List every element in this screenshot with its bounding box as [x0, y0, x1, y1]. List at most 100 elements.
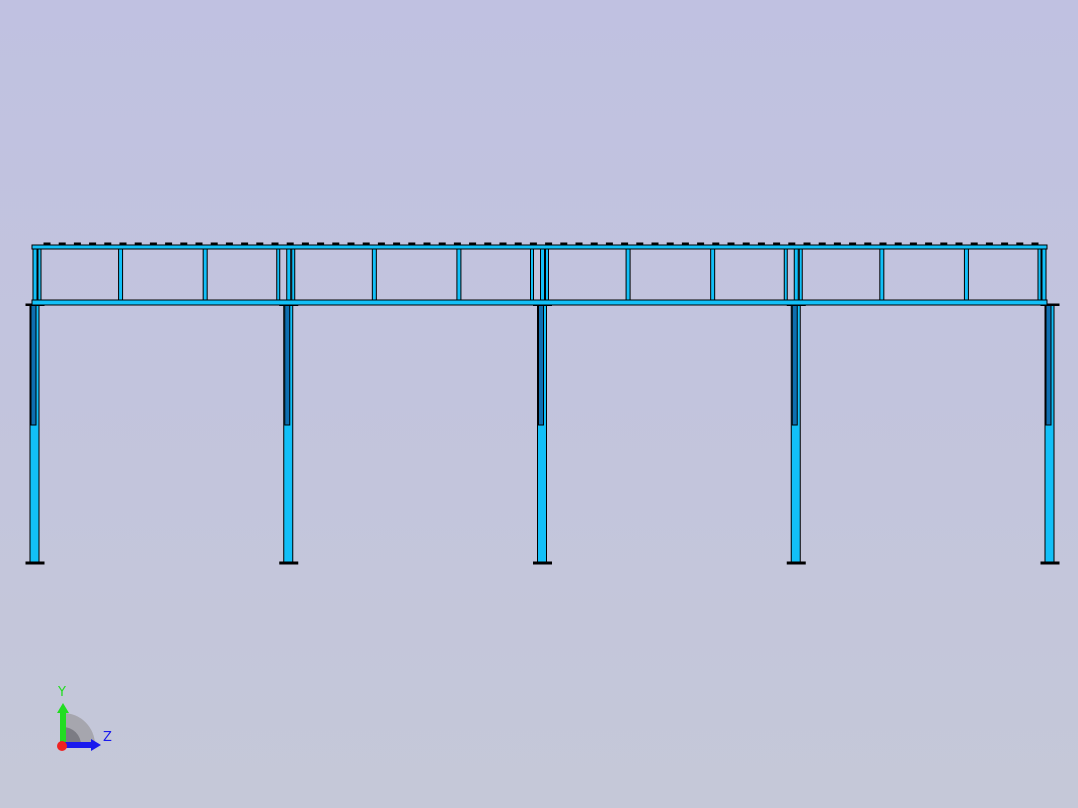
railing-bolt [119, 242, 127, 245]
railing-bolt [864, 242, 872, 245]
base-plate [786, 561, 806, 565]
y-axis-arrow [60, 711, 66, 745]
railing-bolt [849, 242, 857, 245]
railing-bolt [362, 242, 370, 245]
railing-bolt [301, 242, 309, 245]
end-post [37, 248, 42, 301]
railing-bolt [225, 242, 233, 245]
triad-inner-quadrant [63, 727, 81, 745]
railing-bolt [636, 242, 644, 245]
end-post [286, 248, 292, 301]
railing-bolt [256, 242, 264, 245]
end-post [276, 248, 281, 301]
railing-bolt [940, 242, 948, 245]
triad-graphic [57, 703, 101, 751]
z-axis-label: Z [103, 730, 112, 745]
end-post [530, 248, 534, 301]
railing-bolt [925, 242, 933, 245]
railing-bolt [697, 242, 705, 245]
railing-bolt [469, 242, 477, 245]
railing-bolt [195, 242, 203, 245]
z-axis-arrowhead [91, 739, 101, 751]
railing-bolt [165, 242, 173, 245]
end-post [32, 248, 38, 301]
base-plate [1040, 561, 1060, 565]
end-post [1041, 248, 1047, 301]
railing-bolt [666, 242, 674, 245]
main-beam [31, 299, 1048, 306]
railing-bolt [955, 242, 963, 245]
railing-bolt [879, 242, 887, 245]
axis-triad: Y Z [50, 685, 120, 760]
railing-bolt [73, 242, 81, 245]
railing-bolt [727, 242, 735, 245]
intermediate-post [118, 248, 124, 301]
column-shaded-flange [1045, 304, 1052, 426]
base-plate [279, 561, 299, 565]
intermediate-post [963, 248, 969, 301]
railing-bolt [241, 242, 249, 245]
railing-bolt [89, 242, 97, 245]
column-shaded-flange [538, 304, 544, 426]
column-shaded-flange [284, 304, 291, 426]
intermediate-post [371, 248, 377, 301]
end-post [783, 248, 788, 301]
intermediate-post [710, 248, 716, 301]
end-post [545, 248, 549, 301]
end-post [540, 248, 545, 301]
railing-bolt [180, 242, 188, 245]
railing-bolt [529, 242, 537, 245]
y-axis-label: Y [58, 685, 66, 700]
railing-bolt [651, 242, 659, 245]
railing-bolt [393, 242, 401, 245]
railing-bolt [317, 242, 325, 245]
railing-bolt [818, 242, 826, 245]
top-rail [31, 244, 1048, 250]
railing-bolt [134, 242, 142, 245]
railing-bolt [499, 242, 507, 245]
base-plate [25, 561, 45, 565]
railing-bolt [970, 242, 978, 245]
column-shaded-flange [791, 304, 798, 426]
railing-bolt [681, 242, 689, 245]
railing-bolt [621, 242, 629, 245]
railing-bolt [803, 242, 811, 245]
railing-bolt [909, 242, 917, 245]
railing-bolt [788, 242, 796, 245]
base-plate [533, 561, 552, 565]
railing-bolt [545, 242, 553, 245]
intermediate-post [456, 248, 462, 301]
x-axis-dot [57, 741, 67, 751]
railing-bolt [742, 242, 750, 245]
end-post [798, 248, 803, 301]
railing-bolt [423, 242, 431, 245]
steel-frame-model[interactable] [25, 242, 1060, 565]
railing-bolt [484, 242, 492, 245]
railing-bolt [590, 242, 598, 245]
railing-bolt [560, 242, 568, 245]
intermediate-post [879, 248, 885, 301]
railing-bolt [271, 242, 279, 245]
railing-bolt [453, 242, 461, 245]
railing-bolt [347, 242, 355, 245]
railing-bolt [514, 242, 522, 245]
railing-bolt [773, 242, 781, 245]
column-shaded-flange [30, 304, 37, 426]
railing-bolt [833, 242, 841, 245]
railing-bolt [575, 242, 583, 245]
railing-bolt [43, 242, 51, 245]
railing-bolt [605, 242, 613, 245]
end-post [1037, 248, 1042, 301]
y-axis-arrowhead [57, 703, 69, 713]
railing-bolt [438, 242, 446, 245]
railing-bolt [286, 242, 294, 245]
end-post [291, 248, 296, 301]
z-axis-arrow [63, 742, 93, 748]
railing-bolt [332, 242, 340, 245]
railing-bolt [149, 242, 157, 245]
railing-bolt [985, 242, 993, 245]
railing-bolt [210, 242, 218, 245]
railing-bolt [894, 242, 902, 245]
railing-bolt [408, 242, 416, 245]
